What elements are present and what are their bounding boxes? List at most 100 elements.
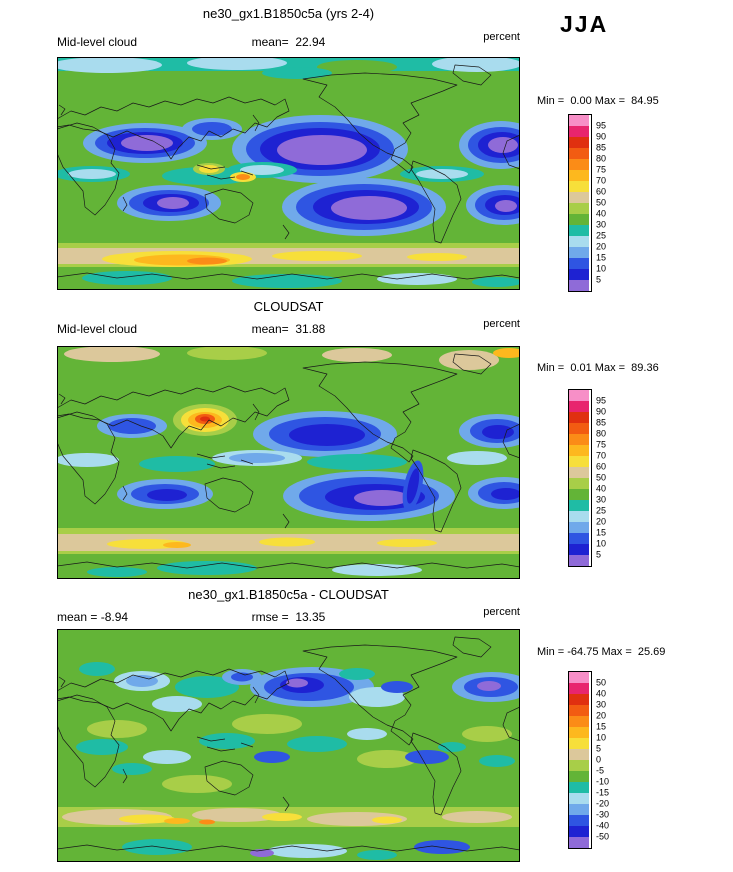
world-map-obs: [57, 346, 520, 579]
colorbar-cell: [569, 434, 589, 445]
colorbar-tick-label: 5: [596, 274, 602, 285]
colorbar-tick-label: 60: [596, 461, 607, 472]
colorbar-cell: [569, 533, 589, 544]
colorbar-cell: [569, 445, 589, 456]
colorbar-tick-label: 25: [596, 505, 607, 516]
colorbar-tick-label: 0: [596, 754, 602, 765]
colorbar-tick-label: 95: [596, 395, 607, 406]
colorbar-tick-label: 40: [596, 688, 607, 699]
colorbar-tick-label: 80: [596, 153, 607, 164]
colorbar-cell: [569, 225, 589, 236]
colorbar-model: 95 90 85 80 75 70 60 50 40 30 25 20 15 10 5: [568, 114, 640, 296]
colorbar-cell: [569, 412, 589, 423]
mean-label: mean= 31.88: [251, 322, 326, 336]
colorbar-cell: [569, 782, 589, 793]
colorbar-cell: [569, 401, 589, 412]
minmax-label: Min = -64.75 Max = 25.69: [537, 646, 666, 658]
colorbar-tick-label: 50: [596, 677, 607, 688]
colorbar-cell: [569, 159, 589, 170]
colorbar-cell: [569, 760, 589, 771]
colorbar-tick-label: 50: [596, 197, 607, 208]
colorbar-tick-label: 95: [596, 120, 607, 131]
world-map-model: [57, 57, 520, 290]
colorbar-tick-label: 15: [596, 721, 607, 732]
colorbar-tick-label: 25: [596, 230, 607, 241]
colorbar-tick-label: -10: [596, 776, 610, 787]
panel-title: ne30_gx1.B1850c5a (yrs 2-4): [202, 6, 375, 21]
colorbar-cell: [569, 456, 589, 467]
colorbar-cell: [569, 148, 589, 159]
units-label: percent: [483, 318, 520, 330]
colorbar-tick-label: 15: [596, 527, 607, 538]
colorbar-tick-label: 70: [596, 175, 607, 186]
colorbar-cell: [569, 500, 589, 511]
colorbar-cell: [569, 137, 589, 148]
colorbar-cell: [569, 705, 589, 716]
colorbar-cell: [569, 826, 589, 837]
colorbar-cell: [569, 247, 589, 258]
colorbar-cell: [569, 511, 589, 522]
units-label: percent: [483, 31, 520, 43]
colorbar-cell: [569, 390, 589, 401]
colorbar-tick-label: 90: [596, 406, 607, 417]
colorbar-diff: 50 40 30 20 15 10 5 0 -5 -10 -15 -20 -30 -40 -50: [568, 671, 640, 853]
colorbar-cell: [569, 170, 589, 181]
colorbar-tick-label: 70: [596, 450, 607, 461]
world-map-svg: [57, 629, 520, 862]
colorbar-cell: [569, 672, 589, 683]
colorbar-tick-label: 5: [596, 743, 602, 754]
colorbar-tick-label: 10: [596, 732, 607, 743]
colorbar-tick-label: -50: [596, 831, 610, 842]
colorbar-swatches: [568, 389, 592, 567]
colorbar-cell: [569, 236, 589, 247]
colorbar-cell: [569, 804, 589, 815]
colorbar-tick-label: 10: [596, 538, 607, 549]
mean-label: mean= 22.94: [251, 35, 326, 49]
colorbar-cell: [569, 771, 589, 782]
colorbar-tick-label: 85: [596, 142, 607, 153]
colorbar-cell: [569, 694, 589, 705]
colorbar-tick-label: 40: [596, 208, 607, 219]
mean-label: mean = -8.94: [57, 610, 129, 624]
colorbar-cell: [569, 793, 589, 804]
colorbar-tick-label: 5: [596, 549, 602, 560]
colorbar-cell: [569, 522, 589, 533]
world-map-svg: [57, 57, 520, 290]
minmax-label: Min = 0.00 Max = 84.95: [537, 95, 659, 107]
colorbar-tick-label: 85: [596, 417, 607, 428]
colorbar-tick-label: -5: [596, 765, 605, 776]
colorbar-cell: [569, 489, 589, 500]
rmse-label: rmse = 13.35: [251, 610, 326, 624]
panel-title: ne30_gx1.B1850c5a - CLOUDSAT: [188, 587, 389, 602]
colorbar-cell: [569, 269, 589, 280]
season-label: JJA: [560, 11, 609, 37]
colorbar-tick-label: 20: [596, 710, 607, 721]
colorbar-cell: [569, 258, 589, 269]
colorbar-tick-label: 30: [596, 699, 607, 710]
colorbar-tick-label: 30: [596, 219, 607, 230]
colorbar-cell: [569, 478, 589, 489]
colorbar-tick-label: -30: [596, 809, 610, 820]
colorbar-cell: [569, 126, 589, 137]
colorbar-tick-label: 10: [596, 263, 607, 274]
world-map-svg: [57, 346, 520, 579]
colorbar-tick-label: 75: [596, 164, 607, 175]
colorbar-swatches: [568, 671, 592, 849]
minmax-label: Min = 0.01 Max = 89.36: [537, 362, 659, 374]
colorbar-tick-label: 80: [596, 428, 607, 439]
colorbar-tick-label: 50: [596, 472, 607, 483]
colorbar-swatches: [568, 114, 592, 292]
colorbar-cell: [569, 555, 589, 566]
panel-title: CLOUDSAT: [253, 299, 324, 314]
colorbar-cell: [569, 749, 589, 760]
colorbar-tick-label: 75: [596, 439, 607, 450]
colorbar-tick-label: 60: [596, 186, 607, 197]
variable-label: Mid-level cloud: [57, 322, 138, 336]
colorbar-cell: [569, 727, 589, 738]
colorbar-cell: [569, 544, 589, 555]
colorbar-tick-label: 30: [596, 494, 607, 505]
colorbar-cell: [569, 214, 589, 225]
units-label: percent: [483, 606, 520, 618]
colorbar-obs: 95 90 85 80 75 70 60 50 40 30 25 20 15 10 5: [568, 389, 640, 571]
colorbar-tick-label: 20: [596, 241, 607, 252]
